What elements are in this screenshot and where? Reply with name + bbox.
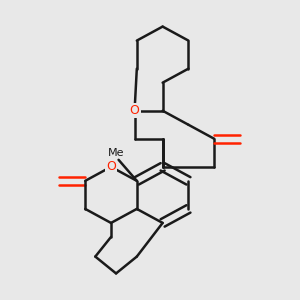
Text: O: O: [130, 104, 140, 117]
Text: Me: Me: [108, 148, 124, 158]
Text: O: O: [106, 160, 116, 173]
